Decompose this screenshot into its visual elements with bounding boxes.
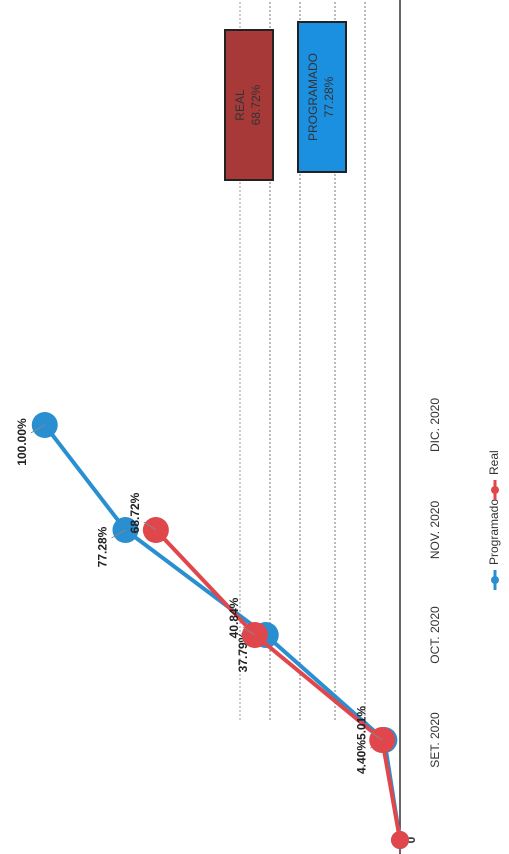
rotated-chart: 0 SET. 2020 OCT. 2020 NOV. 2020 DIC. 2020 4.4…: [15, 0, 501, 854]
data-label: 100.00%: [15, 418, 29, 466]
summary-value: 77.28%: [322, 76, 336, 117]
x-tick-label: NOV. 2020: [428, 501, 442, 560]
data-label: 68.72%: [128, 492, 142, 533]
series-line: [43, 423, 402, 841]
summary-box: [297, 21, 347, 173]
legend-label: Real: [487, 450, 501, 475]
x-tick-label: SET. 2020: [428, 712, 442, 768]
data-label: 5.01%: [354, 706, 368, 740]
point: [241, 622, 268, 648]
leader-line: [111, 529, 126, 539]
series-line: [154, 528, 402, 841]
leader-line: [369, 731, 383, 741]
data-label: 77.28%: [96, 526, 110, 567]
legend-dot: [491, 486, 499, 494]
legend-dot: [491, 576, 499, 584]
y-tick-label: 0: [404, 836, 418, 843]
data-label: 4.40%: [355, 740, 369, 774]
data-label: 40.84%: [227, 597, 241, 638]
leader-line: [242, 626, 256, 636]
x-tick-label: OCT. 2020: [428, 606, 442, 664]
summary-value: 68.72%: [249, 84, 263, 125]
leader-line: [143, 521, 157, 531]
summary-label: REAL: [233, 89, 247, 121]
summary-box: [224, 29, 274, 181]
point: [391, 831, 409, 849]
leader-line: [30, 424, 46, 434]
summary-label: PROGRAMADO: [306, 53, 320, 141]
x-tick-label: DIC. 2020: [428, 398, 442, 452]
legend-label: Programado: [487, 499, 501, 565]
